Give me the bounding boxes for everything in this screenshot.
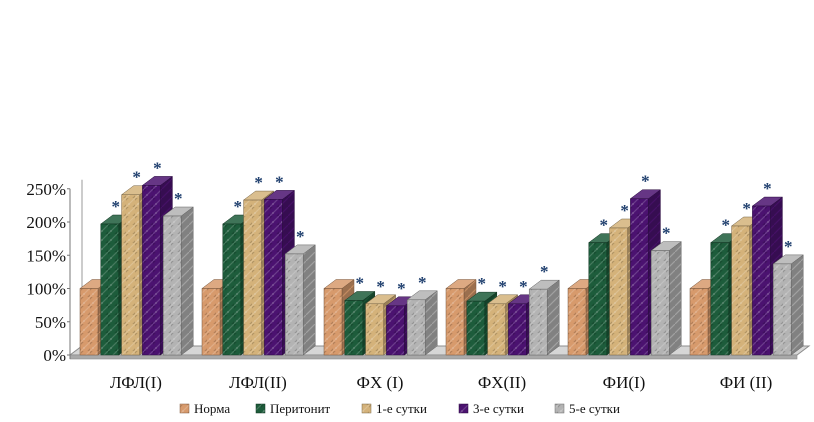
significance-star: * <box>376 277 385 296</box>
significance-star: * <box>498 277 507 296</box>
legend-item: Перитонит <box>255 401 331 416</box>
category-label: ФХ(II) <box>478 373 526 392</box>
bar-front <box>386 305 405 356</box>
category-label: ФИ(I) <box>603 373 646 392</box>
significance-star: * <box>112 197 121 216</box>
legend-label: Перитонит <box>270 401 331 416</box>
bar-front <box>650 250 670 356</box>
significance-star: * <box>478 274 487 293</box>
significance-star: * <box>254 173 263 192</box>
bar-front <box>284 253 304 356</box>
bar-front <box>731 225 750 356</box>
bar-front <box>772 263 792 356</box>
y-tick-label: 200% <box>26 213 66 232</box>
significance-star: * <box>418 273 427 292</box>
y-tick-label: 0% <box>43 346 66 365</box>
bar-front <box>323 288 343 356</box>
bar-side <box>668 241 682 356</box>
bar-front <box>630 198 649 356</box>
bar-front <box>162 215 182 356</box>
bar-front <box>222 223 242 356</box>
legend-label: 1-е сутки <box>376 401 427 416</box>
significance-star: * <box>296 227 305 246</box>
legend-swatch <box>554 403 565 414</box>
bar-side <box>180 206 194 356</box>
bar-front <box>609 227 628 356</box>
significance-star: * <box>763 179 772 198</box>
bar-front <box>710 242 730 356</box>
significance-star: * <box>519 277 528 296</box>
y-tick-label: 250% <box>26 180 66 199</box>
category-label: ФХ (I) <box>357 373 404 392</box>
bar <box>772 254 804 356</box>
significance-star: * <box>742 199 751 218</box>
y-tick-label: 50% <box>35 313 66 332</box>
significance-star: * <box>356 273 365 292</box>
bar-front <box>100 223 120 356</box>
bar-front <box>142 185 161 356</box>
bar <box>284 244 316 356</box>
bar-side <box>790 254 804 356</box>
significance-star: * <box>540 262 549 281</box>
category-label: ФИ (II) <box>720 373 773 392</box>
legend-swatch <box>179 403 190 414</box>
bar-front <box>365 303 384 356</box>
bar-front <box>466 300 486 356</box>
bar <box>162 206 194 356</box>
bar-front <box>508 303 527 356</box>
significance-star: * <box>174 189 183 208</box>
significance-star: * <box>234 197 243 216</box>
bar-front <box>344 300 364 356</box>
bar-front <box>567 288 587 356</box>
significance-star: * <box>153 158 162 177</box>
bar-front <box>528 288 548 356</box>
significance-star: * <box>397 279 406 298</box>
bar-front <box>243 199 262 356</box>
legend-swatch <box>458 403 469 414</box>
significance-star: * <box>784 237 793 256</box>
bar-front <box>588 242 608 356</box>
bar-side <box>546 279 560 356</box>
bar-front <box>264 199 283 356</box>
legend-item: 5-е сутки <box>554 401 620 416</box>
bar-front <box>406 299 426 356</box>
significance-star: * <box>132 168 141 187</box>
category-label: ЛФЛ(II) <box>229 373 287 392</box>
legend-swatch <box>255 403 266 414</box>
bar-front <box>201 288 221 356</box>
y-tick-label: 150% <box>26 246 66 265</box>
category-label: ЛФЛ(I) <box>110 373 162 392</box>
bar-front <box>79 288 99 356</box>
significance-star: * <box>662 224 671 243</box>
legend-label: Норма <box>194 401 230 416</box>
legend-item: 3-е сутки <box>458 401 524 416</box>
bar <box>406 290 438 356</box>
bar-front <box>121 194 140 356</box>
significance-star: * <box>620 201 629 220</box>
legend-item: Норма <box>179 401 230 416</box>
legend-item: 1-е сутки <box>361 401 427 416</box>
bar-side <box>302 244 316 356</box>
chart-floor-front <box>69 354 798 360</box>
bar <box>528 279 560 356</box>
bar-front <box>689 288 709 356</box>
significance-star: * <box>600 216 609 235</box>
legend-label: 3-е сутки <box>473 401 524 416</box>
bar-front <box>445 288 465 356</box>
bar-side <box>424 290 438 356</box>
bar <box>650 241 682 356</box>
legend-label: 5-е сутки <box>569 401 620 416</box>
y-tick-label: 100% <box>26 280 66 299</box>
bar-front <box>752 205 771 356</box>
significance-star: * <box>275 172 284 191</box>
significance-star: * <box>641 172 650 191</box>
significance-star: * <box>722 216 731 235</box>
legend-swatch <box>361 403 372 414</box>
bar-front <box>487 303 506 356</box>
